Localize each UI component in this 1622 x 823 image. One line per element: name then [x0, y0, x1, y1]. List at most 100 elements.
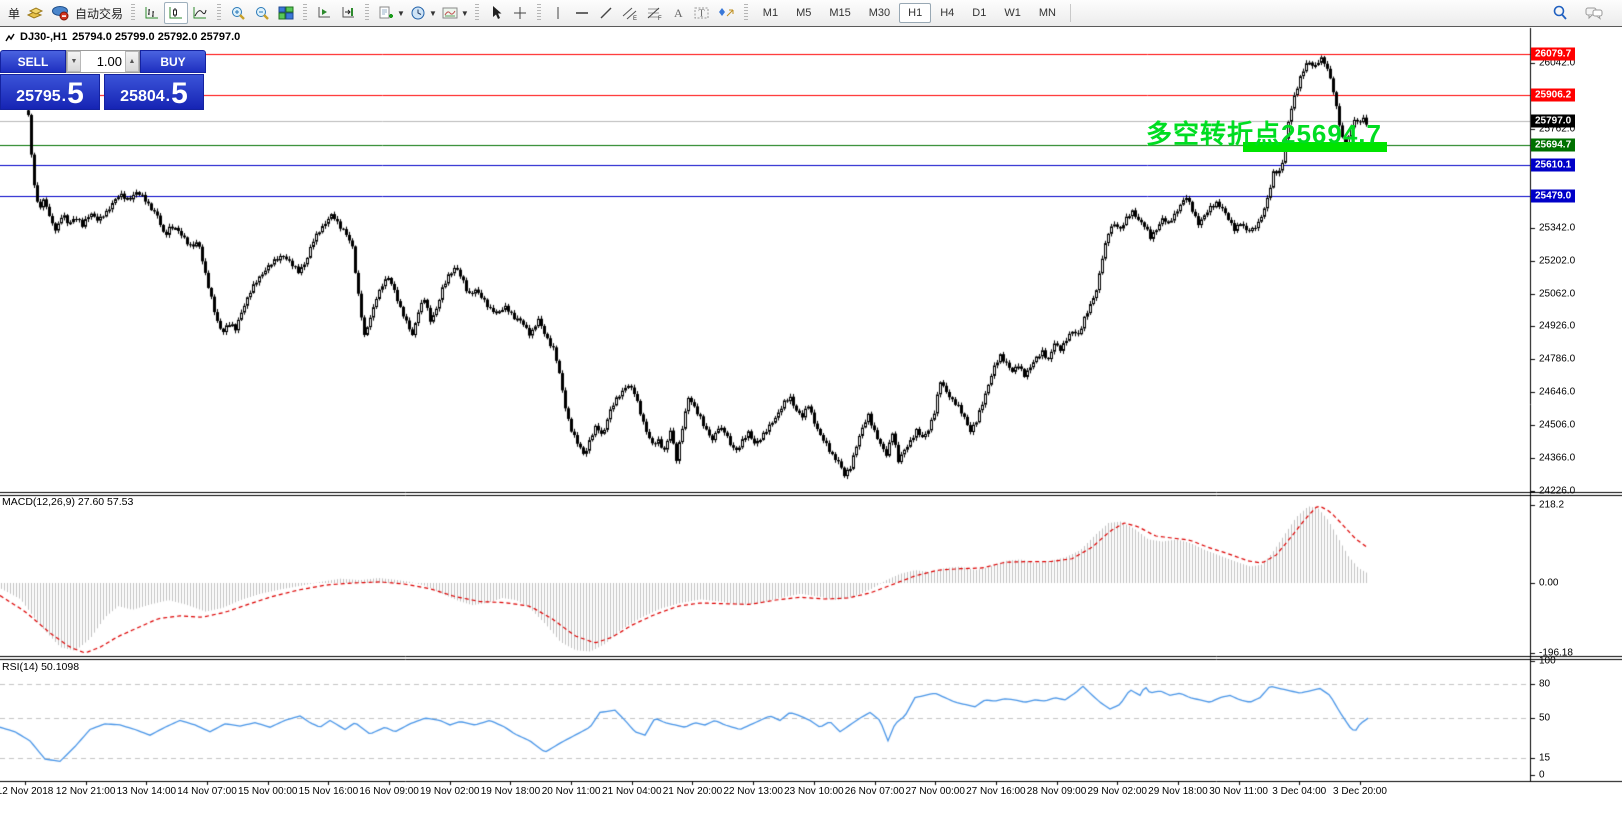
price-level-tag: 25694.7	[1531, 138, 1576, 152]
periods-icon[interactable]	[406, 2, 430, 24]
buy-price-dec: 5	[171, 77, 188, 110]
cursor-icon[interactable]	[484, 2, 508, 24]
time-axis-label: 13 Nov 14:00	[116, 786, 177, 797]
time-axis-label: 29 Nov 02:00	[1087, 786, 1147, 797]
volume-stepper: ▼ 1.00 ▲	[66, 50, 140, 73]
toolbar-grip	[536, 4, 541, 22]
search-icon[interactable]	[1548, 2, 1572, 24]
timeframe-d1[interactable]: D1	[972, 7, 987, 19]
vertical-line-icon[interactable]	[546, 2, 570, 24]
indicators-dropdown-icon[interactable]: ▼	[397, 8, 405, 18]
fibonacci-icon[interactable]: F	[642, 2, 666, 24]
price-level-tag: 25479.0	[1531, 189, 1576, 203]
sell-button[interactable]: SELL	[0, 50, 66, 73]
time-axis-label: 28 Nov 09:00	[1026, 786, 1087, 797]
candle-chart-icon[interactable]	[164, 2, 189, 24]
timeframe-m30[interactable]: M30	[868, 7, 891, 19]
timeframe-m5[interactable]: M5	[796, 7, 812, 19]
crosshair-icon[interactable]	[508, 2, 532, 24]
time-axis-label: 21 Nov 20:00	[662, 786, 723, 797]
buy-price-int: 25804	[120, 88, 165, 105]
text-icon[interactable]: A	[666, 2, 690, 24]
volume-value[interactable]: 1.00	[96, 54, 122, 69]
price-level-tag: 25797.0	[1531, 114, 1576, 128]
buy-price-display[interactable]: 25804 . 5	[104, 74, 204, 110]
sell-price-dec: 5	[67, 77, 84, 110]
price-tick-label: 25062.0	[1539, 288, 1576, 300]
timeframe-mn[interactable]: MN	[1038, 7, 1056, 19]
time-axis-label: 22 Nov 13:00	[723, 786, 783, 797]
chart-shift-icon[interactable]	[336, 2, 360, 24]
price-tick-label: 26042.0	[1539, 57, 1576, 69]
pivot-annotation: 多空转折点25694.7	[1146, 119, 1382, 149]
toolbar-separator	[1069, 4, 1071, 22]
toolbar-grip	[131, 4, 136, 22]
time-axis-label: 19 Nov 02:00	[420, 786, 480, 797]
text-label-icon[interactable]: T	[690, 2, 714, 24]
volume-decrease-button[interactable]: ▼	[67, 51, 81, 72]
auto-scroll-icon[interactable]	[312, 2, 336, 24]
timeframe-h4[interactable]: H4	[940, 7, 955, 19]
toolbar-grip	[365, 4, 370, 22]
buy-price-dot: .	[165, 88, 171, 105]
svg-text:T: T	[698, 9, 704, 20]
one-click-trading-panel: SELL ▼ 1.00 ▲ BUY 25795 . 5 25804 . 5	[0, 50, 208, 110]
price-tick-label: 25762.0	[1539, 123, 1576, 135]
timeframe-bar: M1 M5 M15 M30 H1 H4 D1 W1 MN	[754, 3, 1065, 23]
periods-dropdown-icon[interactable]: ▼	[428, 8, 437, 18]
rsi-axis-label: 0	[1539, 769, 1545, 781]
bar-chart-icon[interactable]	[140, 2, 164, 24]
new-order-button[interactable]: 单	[8, 6, 21, 21]
price-level-tag: 25610.1	[1531, 158, 1576, 172]
price-tick-label: 24226.0	[1539, 485, 1576, 497]
chat-icon[interactable]	[1582, 2, 1606, 24]
rsi-axis-label: 50	[1539, 712, 1551, 724]
time-axis-label: 21 Nov 04:00	[602, 786, 662, 797]
sell-price-display[interactable]: 25795 . 5	[0, 74, 100, 110]
rsi-title: RSI(14) 50.1098	[2, 661, 80, 673]
volume-increase-button[interactable]: ▲	[125, 51, 139, 72]
sell-price-dot: .	[61, 88, 67, 105]
rsi-axis-label: 80	[1539, 678, 1551, 690]
horizontal-line-icon[interactable]	[570, 2, 594, 24]
zoom-in-icon[interactable]	[226, 2, 250, 24]
auto-trading-label[interactable]: 自动交易	[75, 6, 124, 21]
price-tick-label: 24926.0	[1539, 320, 1576, 332]
timeframe-m15[interactable]: M15	[829, 7, 851, 19]
price-level-tag: 26079.7	[1531, 47, 1576, 61]
timeframe-h1[interactable]: H1	[899, 3, 932, 23]
symbol-title: DJ30-,H1	[20, 31, 68, 43]
time-axis-label: 15 Nov 16:00	[298, 786, 359, 797]
time-axis-label: 19 Nov 18:00	[480, 786, 541, 797]
svg-text:A: A	[674, 6, 683, 20]
gold-bars-icon[interactable]	[23, 2, 47, 24]
price-tick-label: 24786.0	[1539, 353, 1576, 365]
trendline-icon[interactable]	[594, 2, 618, 24]
time-axis-label: 27 Nov 00:00	[905, 786, 965, 797]
buy-button[interactable]: BUY	[140, 50, 206, 73]
price-tick-label: 25202.0	[1539, 255, 1576, 267]
templates-dropdown-icon[interactable]: ▼	[460, 8, 469, 18]
indicators-icon[interactable]	[374, 2, 398, 24]
equidistant-channel-icon[interactable]: E	[618, 2, 642, 24]
arrows-icon[interactable]	[714, 2, 738, 24]
tile-windows-icon[interactable]	[274, 2, 298, 24]
rsi-axis-label: 15	[1539, 752, 1551, 764]
line-chart-icon[interactable]	[188, 2, 212, 24]
price-tick-label: 24646.0	[1539, 386, 1576, 398]
time-axis-label: 3 Dec 04:00	[1272, 786, 1327, 797]
macd-title: MACD(12,26,9) 27.60 57.53	[2, 496, 134, 508]
timeframe-m1[interactable]: M1	[762, 7, 779, 19]
auto-trading-icon[interactable]	[48, 2, 72, 24]
zoom-out-icon[interactable]	[250, 2, 274, 24]
sell-price-int: 25795	[16, 88, 61, 105]
time-axis-label: 27 Nov 16:00	[966, 786, 1026, 797]
time-axis-label: 29 Nov 18:00	[1148, 786, 1208, 797]
price-tick-label: 25342.0	[1539, 222, 1576, 234]
ohlc-values: 25794.0 25799.0 25792.0 25797.0	[72, 31, 241, 43]
toolbar: 单 自动交易 ▼ ▼ ▼ E F A T M1 M5 M15 M30 H1 H4 D1 W1 MN	[0, 0, 1622, 27]
templates-icon[interactable]	[438, 2, 462, 24]
timeframe-w1[interactable]: W1	[1004, 7, 1021, 19]
